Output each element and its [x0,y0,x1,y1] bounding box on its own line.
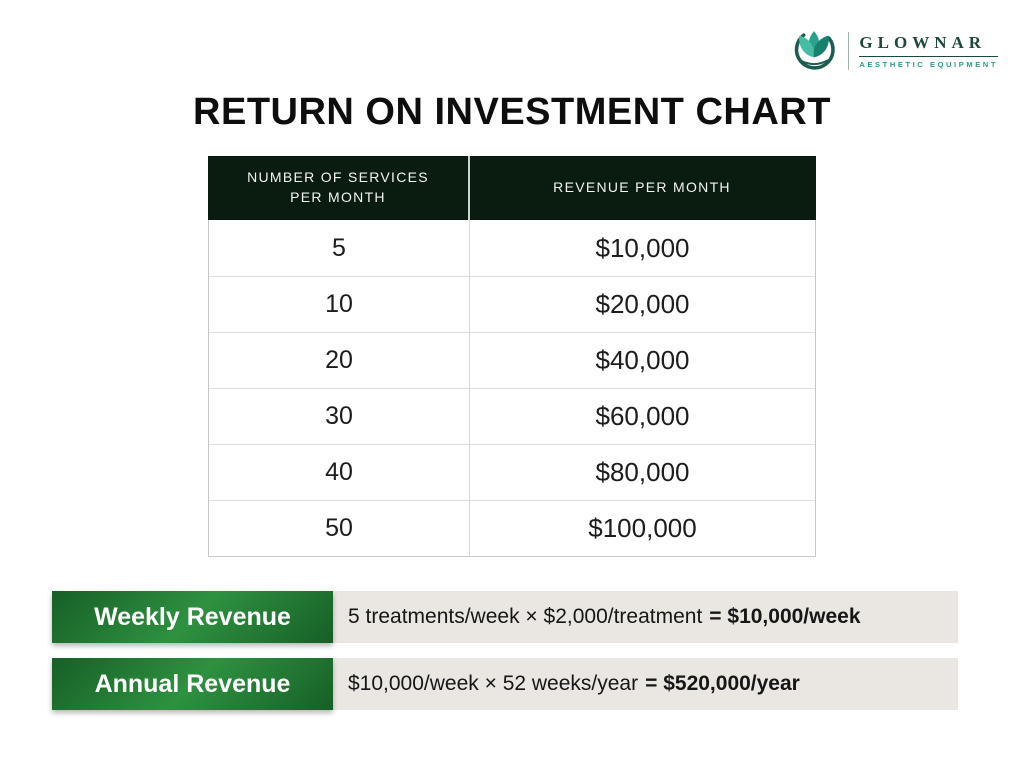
table-row: 40 $80,000 [209,444,815,500]
brand-name: GLOWNAR [859,33,998,57]
cell-services: 10 [209,277,470,332]
table-row: 30 $60,000 [209,388,815,444]
table-header-row: NUMBER OF SERVICES PER MONTH REVENUE PER… [208,156,816,220]
brand-logo: GLOWNAR AESTHETIC EQUIPMENT [790,28,998,74]
table-row: 20 $40,000 [209,332,815,388]
table-row: 50 $100,000 [209,500,815,556]
brand-tagline: AESTHETIC EQUIPMENT [859,60,998,69]
cell-revenue: $60,000 [595,401,690,431]
cell-revenue: $20,000 [595,289,690,319]
cell-revenue: $100,000 [588,513,697,543]
cell-revenue: $40,000 [595,345,690,375]
cell-services: 20 [209,333,470,388]
weekly-revenue-bar: Weekly Revenue 5 treatments/week × $2,00… [52,591,958,643]
weekly-revenue-result: = $10,000/week [709,605,861,628]
table-row: 5 $10,000 [209,220,815,276]
cell-revenue: $80,000 [595,457,690,487]
weekly-revenue-label: Weekly Revenue [52,591,333,643]
lotus-flower-icon [790,28,838,74]
header-services-label: NUMBER OF SERVICES PER MONTH [247,169,429,205]
cell-services: 5 [209,220,470,276]
weekly-revenue-content: 5 treatments/week × $2,000/treatment = $… [333,591,958,643]
cell-revenue: $10,000 [595,232,690,263]
annual-revenue-result: = $520,000/year [645,672,800,695]
cell-services: 40 [209,445,470,500]
annual-revenue-bar: Annual Revenue $10,000/week × 52 weeks/y… [52,658,958,710]
roi-table: NUMBER OF SERVICES PER MONTH REVENUE PER… [208,156,816,557]
header-revenue: REVENUE PER MONTH [470,156,814,220]
annual-revenue-label: Annual Revenue [52,658,333,710]
logo-divider [848,32,850,70]
cell-services: 30 [209,389,470,444]
table-body: 5 $10,000 10 $20,000 20 $40,000 30 $60,0… [208,220,816,557]
page-title: RETURN ON INVESTMENT CHART [193,91,831,133]
header-revenue-label: REVENUE PER MONTH [553,179,731,196]
table-row: 10 $20,000 [209,276,815,332]
annual-revenue-content: $10,000/week × 52 weeks/year = $520,000/… [333,658,958,710]
header-services: NUMBER OF SERVICES PER MONTH [208,156,470,220]
weekly-revenue-formula: 5 treatments/week × $2,000/treatment [348,605,703,628]
annual-revenue-formula: $10,000/week × 52 weeks/year [348,672,639,695]
cell-services: 50 [209,501,470,556]
